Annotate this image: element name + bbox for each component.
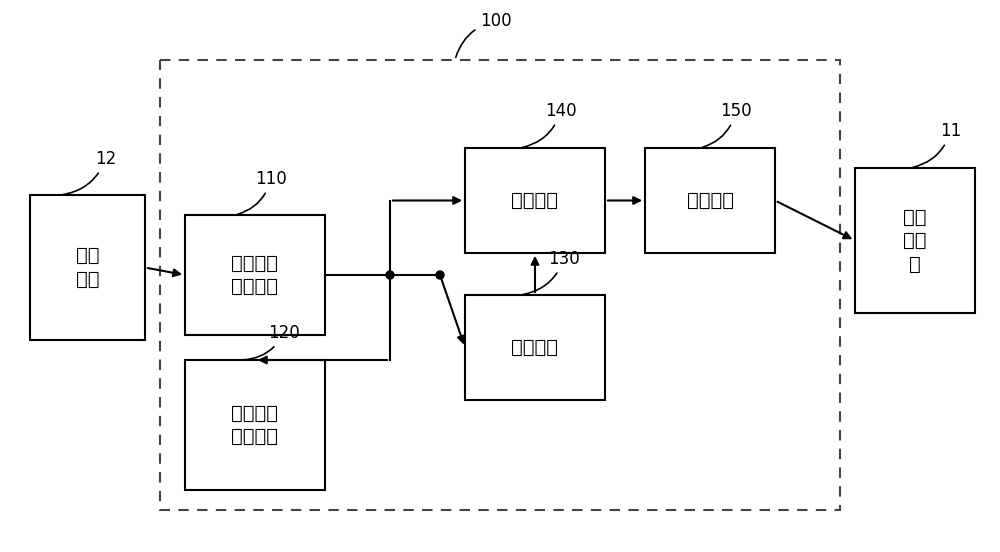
Text: 第二数据
处理单元: 第二数据 处理单元 xyxy=(232,404,278,446)
Bar xyxy=(160,60,840,510)
Text: 11: 11 xyxy=(913,122,961,167)
Text: 100: 100 xyxy=(456,12,512,57)
Text: 150: 150 xyxy=(703,102,752,147)
Circle shape xyxy=(386,271,394,279)
Text: 12: 12 xyxy=(63,150,116,195)
Text: 存储单元: 存储单元 xyxy=(686,191,734,210)
Bar xyxy=(465,295,605,400)
Bar xyxy=(465,148,605,253)
Text: 110: 110 xyxy=(238,170,287,214)
Text: 验证单元: 验证单元 xyxy=(512,191,558,210)
Text: 射频
模块: 射频 模块 xyxy=(76,246,99,289)
Text: 130: 130 xyxy=(523,250,580,295)
Text: 检测单元: 检测单元 xyxy=(512,338,558,357)
Circle shape xyxy=(436,271,444,279)
Text: 第一数据
处理单元: 第一数据 处理单元 xyxy=(232,254,278,296)
Bar xyxy=(645,148,775,253)
Bar xyxy=(185,360,325,490)
Text: 140: 140 xyxy=(523,102,577,147)
Bar xyxy=(185,215,325,335)
Text: 中央
处理
器: 中央 处理 器 xyxy=(903,208,927,273)
Bar xyxy=(855,168,975,313)
Text: 120: 120 xyxy=(243,324,300,360)
Bar xyxy=(30,195,145,340)
